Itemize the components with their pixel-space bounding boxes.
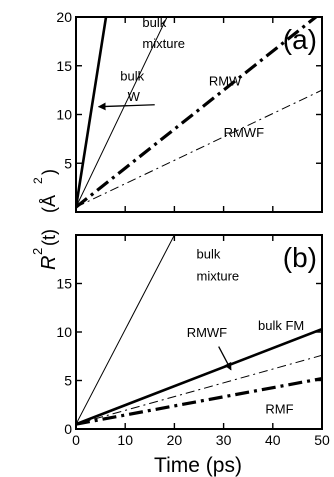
panel-a-y-tick-label: 10 bbox=[56, 107, 72, 123]
series-line-a-RMW bbox=[76, 17, 319, 209]
panel-b-x-tick-label: 20 bbox=[167, 432, 183, 448]
panel-a-annotation: W bbox=[128, 89, 141, 104]
panel-a-annotation: RMWF bbox=[224, 125, 264, 140]
panel-b-annotation: bulk FM bbox=[258, 318, 304, 333]
panel-b-x-tick-label: 0 bbox=[72, 432, 80, 448]
y-axis-label-paren: (t) bbox=[39, 229, 59, 246]
panel-b-x-tick-label: 40 bbox=[265, 432, 281, 448]
panel-b-y-tick-label: 15 bbox=[56, 276, 72, 292]
panel-b-panel-label: (b) bbox=[283, 242, 317, 273]
panel-a-annotation: bulk bbox=[142, 15, 166, 30]
panel-b: 0 10 20 30 40 50 0 5 10 15 (b) bulk mixture RMWF bulk … bbox=[56, 234, 330, 448]
series-line-b-RMWF bbox=[76, 354, 322, 425]
panel-a-series-group bbox=[76, 17, 322, 209]
panel-b-annotation: RMWF bbox=[187, 325, 227, 340]
panel-a-annotation: RMW bbox=[209, 73, 242, 88]
panel-b-x-tick-label: 50 bbox=[314, 432, 330, 448]
panel-b-annotation: bulk bbox=[197, 246, 221, 261]
series-line-b-RMF bbox=[76, 376, 322, 426]
panel-b-y-tick-label: 5 bbox=[64, 373, 72, 389]
series-line-b-bulkFM bbox=[76, 327, 322, 426]
panel-a-annotation: mixture bbox=[142, 36, 185, 51]
y-axis-unit-close: ) bbox=[39, 169, 59, 175]
y-axis-label-main: R bbox=[38, 256, 60, 270]
x-axis-label: Time (ps) bbox=[154, 454, 242, 477]
series-line-a-RMWF bbox=[76, 89, 322, 208]
panel-b-y-tick-label: 10 bbox=[56, 324, 72, 340]
panel-b-annotation: mixture bbox=[197, 269, 240, 284]
series-line-b-bulkMixture bbox=[76, 235, 175, 425]
panel-b-series-group bbox=[76, 235, 322, 426]
series-line-a-bulkMixture bbox=[76, 17, 168, 208]
y-axis-unit-superscript: 2 bbox=[31, 177, 45, 184]
panel-b-y-tick-label: 0 bbox=[64, 421, 72, 437]
y-axis-unit: (Å bbox=[39, 195, 59, 213]
panel-a-y-tick-label: 20 bbox=[56, 9, 72, 25]
series-line-a-bulkW bbox=[76, 17, 108, 208]
panel-a-panel-label: (a) bbox=[283, 24, 317, 55]
panel-a: 5 10 15 20 (a) bulk mixture bulk W RMW RMWF bbox=[56, 9, 323, 213]
y-axis-label-superscript: 2 bbox=[30, 248, 45, 255]
panel-b-x-tick-label: 10 bbox=[117, 432, 133, 448]
panel-a-annotation: bulk bbox=[120, 68, 144, 83]
panel-a-arrow bbox=[97, 102, 155, 111]
panel-b-x-tick-label: 30 bbox=[216, 432, 232, 448]
panel-b-annotation: RMF bbox=[265, 401, 293, 416]
panel-b-arrow bbox=[218, 346, 232, 371]
panel-a-y-tick-label: 15 bbox=[56, 58, 72, 74]
panel-a-y-tick-label: 5 bbox=[64, 155, 72, 171]
